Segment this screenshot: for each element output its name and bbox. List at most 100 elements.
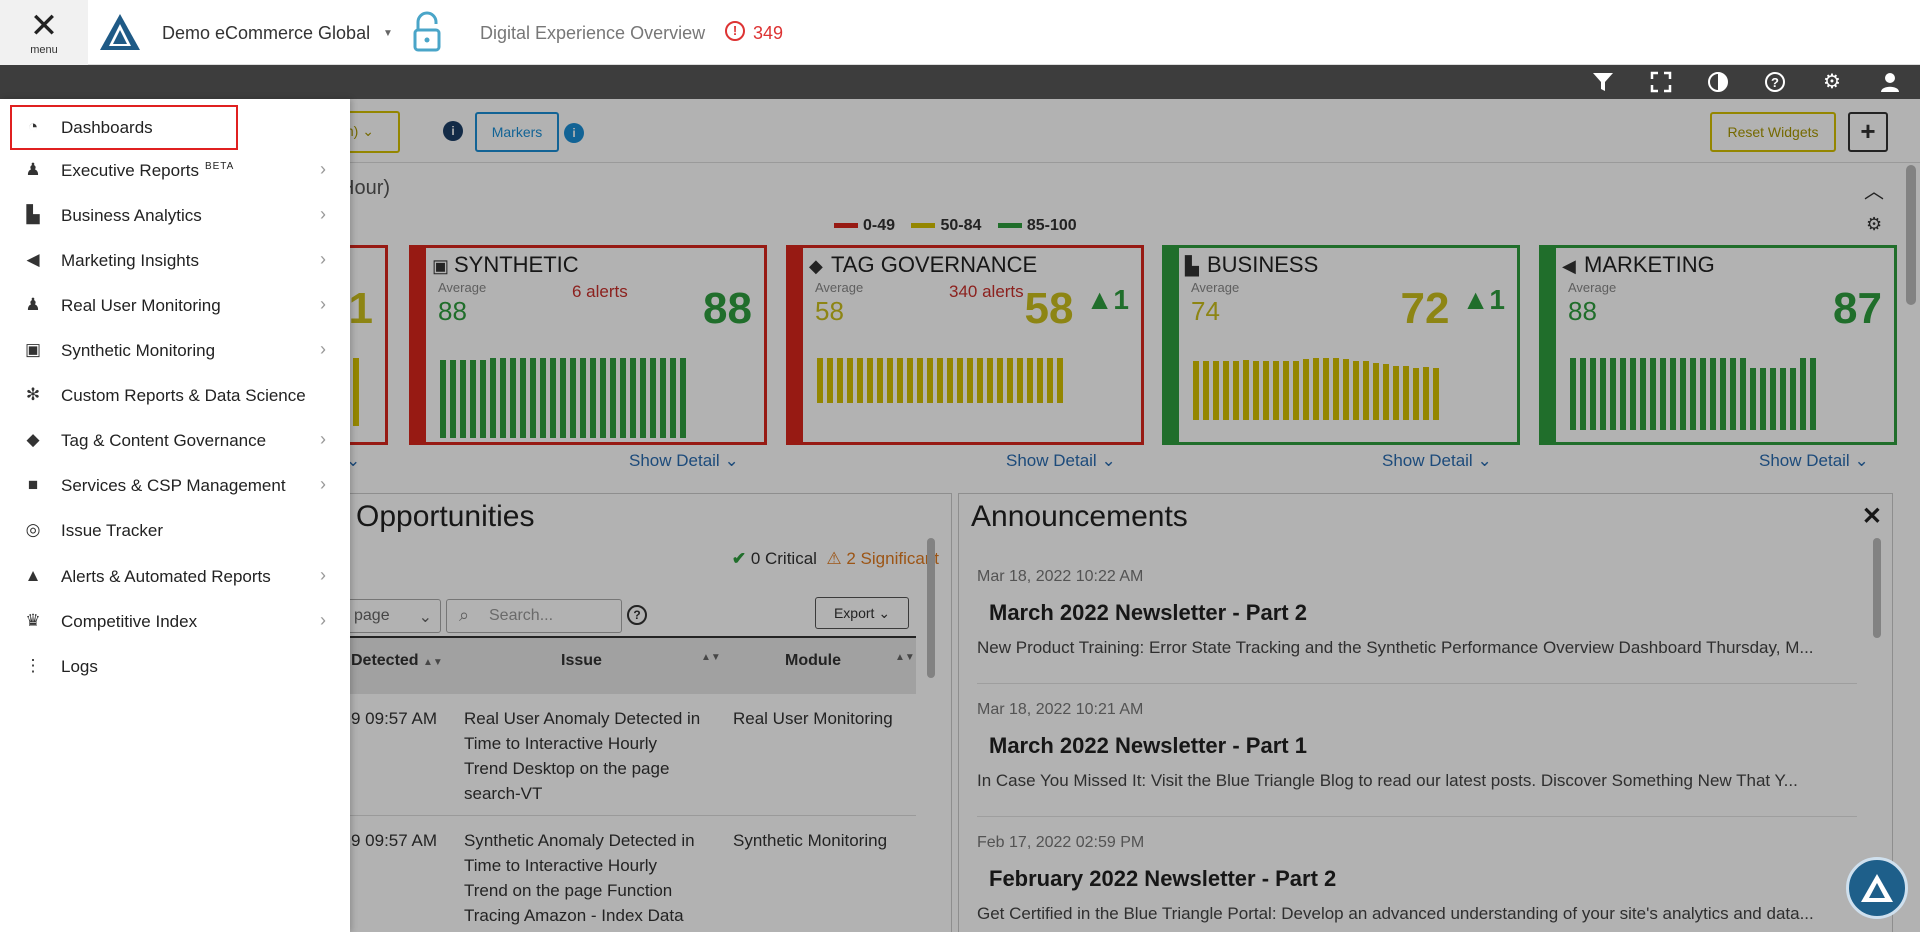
score-value: 72 ▲1 <box>1401 284 1505 334</box>
score-value: 88 <box>703 284 752 334</box>
sidebar-item-competitive-index[interactable]: ♛ Competitive Index › <box>0 599 350 644</box>
alert-icon[interactable]: ! <box>725 21 745 41</box>
announcement-title[interactable]: March 2022 Newsletter - Part 1 <box>989 733 1307 758</box>
unlock-icon[interactable] <box>410 10 444 59</box>
sidebar-item-custom-reports-data-science[interactable]: ✻ Custom Reports & Data Science <box>0 373 350 418</box>
contrast-icon[interactable] <box>1706 71 1730 93</box>
score-bar <box>520 358 526 438</box>
critical-count[interactable]: 0 Critical <box>750 549 817 568</box>
show-detail-link[interactable]: Show Detail ⌄ <box>1759 451 1869 471</box>
announcement-item[interactable]: Mar 18, 2022 10:21 AM March 2022 Newslet… <box>977 701 1857 817</box>
score-card-marketing[interactable]: ◀ MARKETING Average 88 87 <box>1539 245 1897 445</box>
show-detail-link[interactable]: Show Detail ⌄ <box>629 451 739 471</box>
score-bar <box>1007 358 1013 403</box>
filter-icon[interactable] <box>1591 71 1615 93</box>
chevron-down-icon[interactable]: ▼ <box>383 28 393 39</box>
sidebar-item-alerts-automated-reports[interactable]: ▲ Alerts & Automated Reports › <box>0 554 350 599</box>
score-bar <box>480 360 486 438</box>
table-row[interactable]: 9 09:57 AM Real User Anomaly Detected in… <box>251 694 916 816</box>
add-widget-button[interactable]: + <box>1848 112 1888 152</box>
score-bar <box>967 358 973 403</box>
page-scrollbar[interactable] <box>1906 165 1916 305</box>
sidebar-item-marketing-insights[interactable]: ◀ Marketing Insights › <box>0 238 350 283</box>
table-row[interactable]: 9 09:57 AM Synthetic Anomaly Detected in… <box>251 816 916 932</box>
column-detected[interactable]: Detected ▲▼ <box>351 652 443 670</box>
sidebar-item-issue-tracker[interactable]: ◎ Issue Tracker <box>0 508 350 553</box>
help-icon[interactable]: ? <box>627 605 647 625</box>
sidebar-item-real-user-monitoring[interactable]: ♟ Real User Monitoring › <box>0 283 350 328</box>
user-icon[interactable] <box>1878 71 1902 93</box>
sort-icon[interactable]: ▲▼ <box>701 652 721 663</box>
trophy-icon: ♛ <box>25 611 41 630</box>
show-detail-link[interactable]: Show Detail ⌄ <box>1006 451 1116 471</box>
score-card-tag-governance[interactable]: ◆ TAG GOVERNANCE Average 58 340 alerts 5… <box>786 245 1144 445</box>
blue-triangle-logo[interactable] <box>98 12 142 57</box>
legend-swatch <box>911 223 936 229</box>
score-bars <box>1570 358 1820 438</box>
reset-widgets-button[interactable]: Reset Widgets <box>1710 112 1836 152</box>
robot-icon: ▣ <box>432 256 450 276</box>
sidebar-item-logs[interactable]: ⋮ Logs <box>0 644 350 689</box>
column-module[interactable]: Module <box>785 652 841 670</box>
close-icon[interactable]: ✕ <box>1861 503 1882 530</box>
score-bar <box>897 358 903 403</box>
markers-button[interactable]: Markers <box>475 112 559 152</box>
score-delta: 1 <box>1489 284 1505 315</box>
sidebar-item-label: Marketing Insights <box>61 251 199 271</box>
sitemap-icon: ⋮ <box>24 656 42 675</box>
average-value: 88 <box>438 296 467 326</box>
significant-count[interactable]: 2 Significant <box>846 549 939 568</box>
alerts-link[interactable]: 340 alerts <box>949 282 1024 301</box>
menu-button[interactable]: ✕ menu <box>0 0 88 65</box>
markers-info-icon[interactable]: i <box>564 123 584 143</box>
sort-icon[interactable]: ▲▼ <box>895 652 915 663</box>
announcement-title[interactable]: March 2022 Newsletter - Part 2 <box>989 600 1307 625</box>
announcement-item[interactable]: Feb 17, 2022 02:59 PM February 2022 News… <box>977 834 1857 932</box>
score-bar <box>997 358 1003 403</box>
score-bar <box>1373 363 1379 420</box>
score-bar <box>817 358 823 403</box>
chat-launcher-button[interactable] <box>1846 857 1908 919</box>
sidebar-item-business-analytics[interactable]: ▙ Business Analytics › <box>0 193 350 238</box>
score-bar <box>1413 368 1419 420</box>
scrollbar[interactable] <box>1873 538 1881 638</box>
column-issue[interactable]: Issue <box>561 652 602 670</box>
score-bar <box>1037 358 1043 403</box>
score-bar <box>650 358 656 438</box>
score-card-business[interactable]: ▙ BUSINESS Average 74 72 ▲1 <box>1162 245 1520 445</box>
card-title: MARKETING <box>1584 252 1715 277</box>
score-bar <box>610 358 616 438</box>
fullscreen-icon[interactable] <box>1649 71 1673 93</box>
chevron-right-icon: › <box>320 339 326 359</box>
alert-count[interactable]: 349 <box>753 23 784 43</box>
announcement-item[interactable]: Mar 18, 2022 10:22 AM March 2022 Newslet… <box>977 568 1857 684</box>
gear-icon[interactable]: ⚙ <box>1866 214 1883 234</box>
settings-icon[interactable]: ⚙ <box>1823 71 1841 93</box>
atom-icon: ✻ <box>25 385 41 404</box>
sidebar-item-executive-reports[interactable]: ♟ Executive Reports BETA › <box>0 148 350 193</box>
scrollbar[interactable] <box>927 538 935 678</box>
column-label: Module <box>785 652 841 669</box>
alerts-link[interactable]: 6 alerts <box>572 282 628 301</box>
account-name[interactable]: Demo eCommerce Global <box>162 23 371 43</box>
chevron-up-icon[interactable]: ︿ <box>1864 181 1884 203</box>
page-title: Digital Experience Overview <box>480 23 706 43</box>
search-input[interactable]: ⌕ Search... <box>446 599 622 633</box>
sidebar-item-services-csp-management[interactable]: ■ Services & CSP Management › <box>0 463 350 508</box>
legend-label: 0-49 <box>863 217 896 234</box>
show-detail-link[interactable]: Show Detail ⌄ <box>1382 451 1492 471</box>
announcement-date: Mar 18, 2022 10:22 AM <box>977 568 1144 585</box>
score-bar <box>580 358 586 438</box>
sidebar-item-synthetic-monitoring[interactable]: ▣ Synthetic Monitoring › <box>0 328 350 373</box>
chevron-right-icon: › <box>320 294 326 314</box>
score-bar <box>460 360 466 438</box>
sidebar-item-tag-content-governance[interactable]: ◆ Tag & Content Governance › <box>0 418 350 463</box>
help-icon[interactable]: ? <box>1763 71 1787 93</box>
info-icon[interactable]: i <box>443 121 463 141</box>
score-bar <box>1057 358 1063 403</box>
announcement-title[interactable]: February 2022 Newsletter - Part 2 <box>989 866 1337 891</box>
score-card-synthetic[interactable]: ▣ SYNTHETIC Average 88 6 alerts 88 <box>409 245 767 445</box>
sidebar-item-dashboards[interactable]: ◔ Dashboards <box>10 105 238 150</box>
chevron-right-icon: › <box>320 204 326 224</box>
export-button[interactable]: Export ⌄ <box>815 597 909 629</box>
